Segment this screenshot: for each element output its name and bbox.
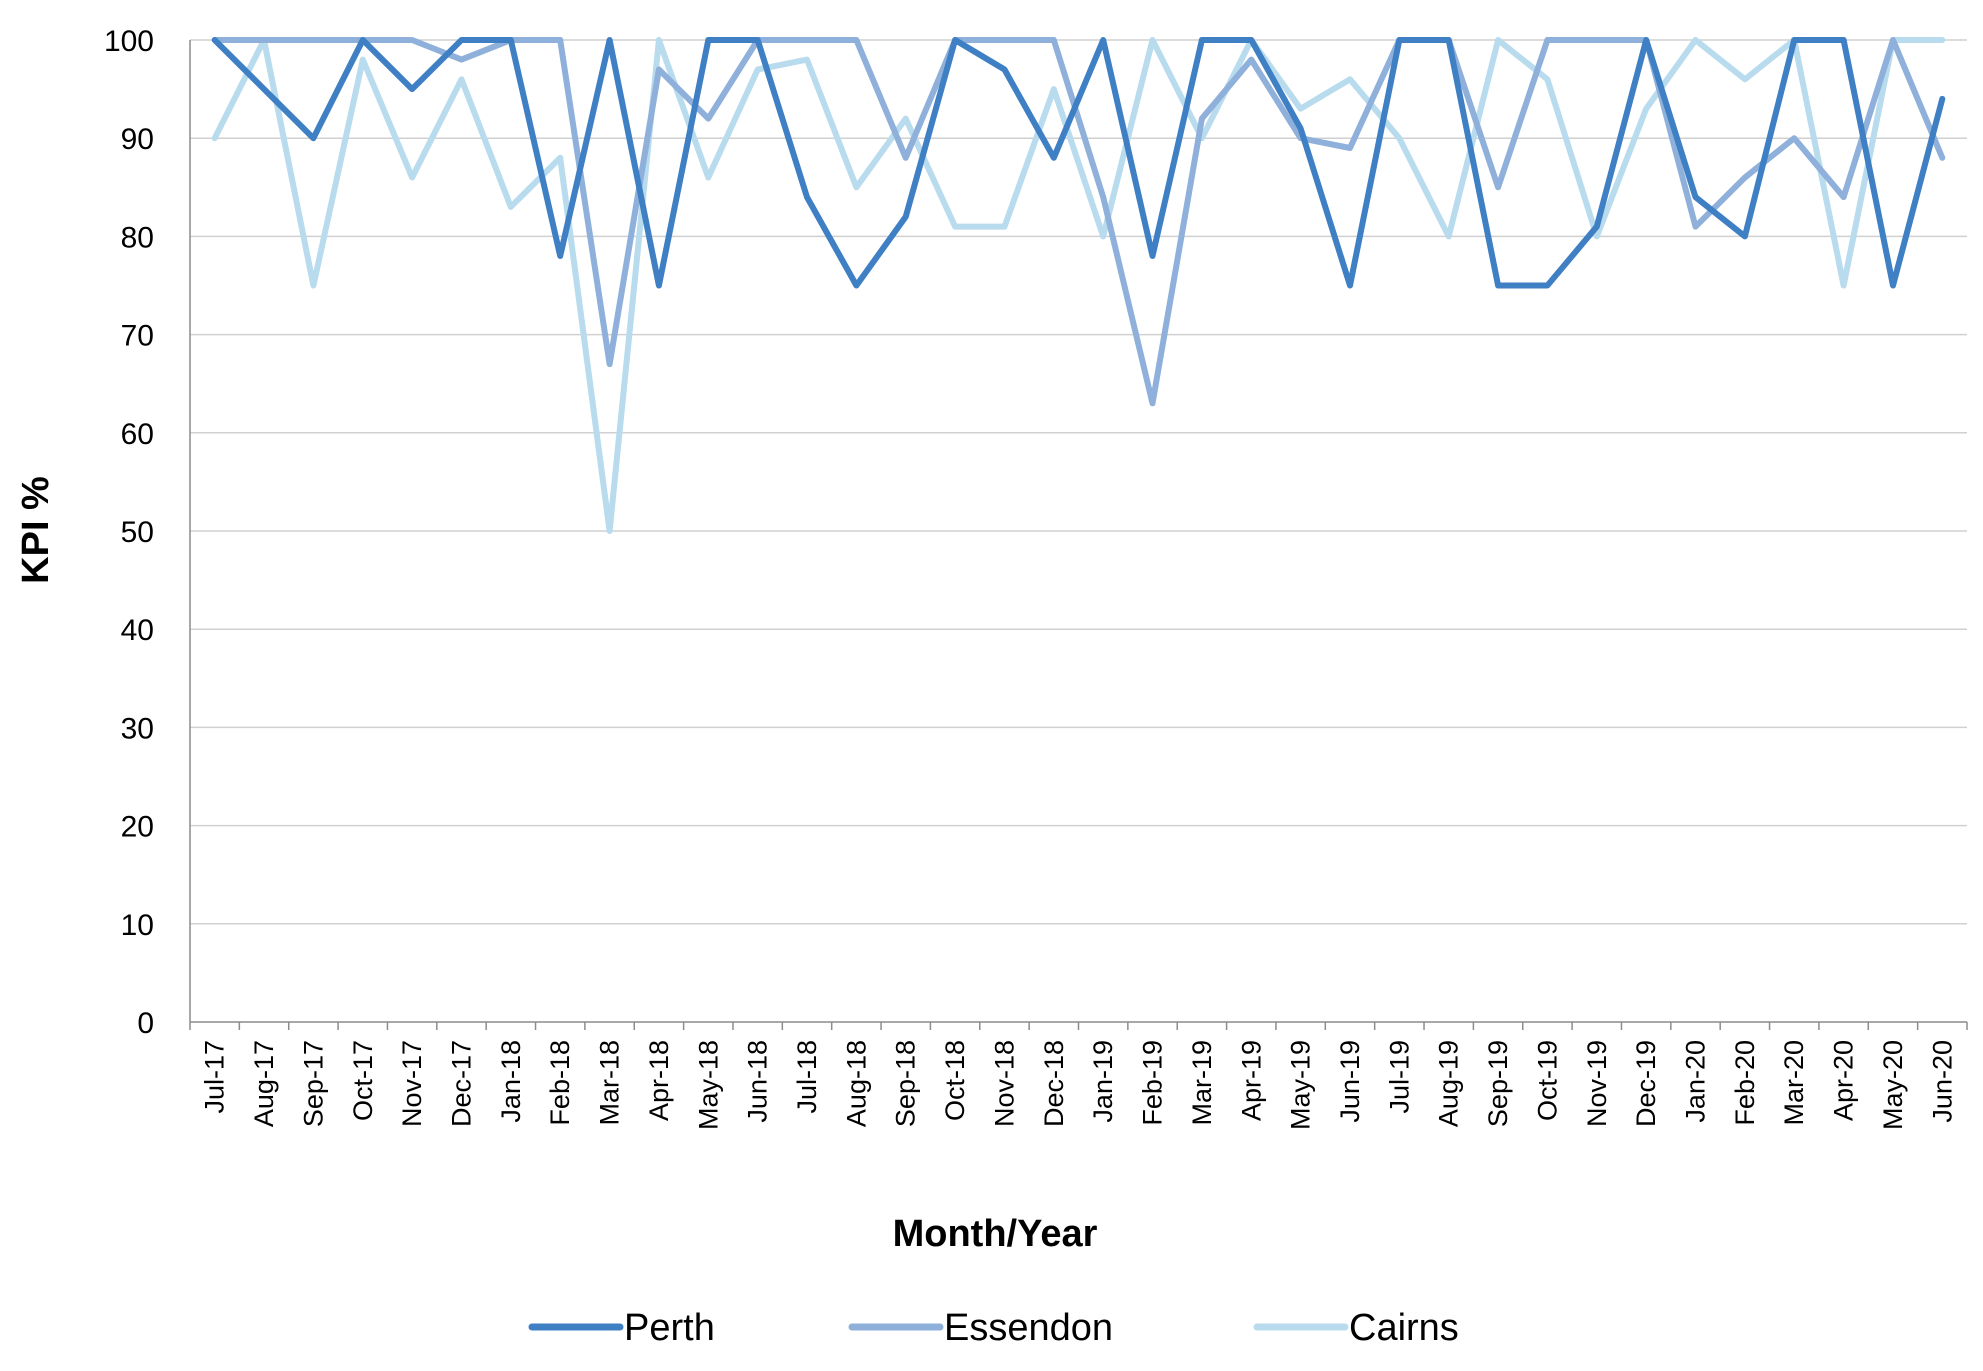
x-tick-label: Aug-18 [841,1040,871,1127]
x-tick-label: Nov-17 [397,1040,427,1127]
legend-item-cairns: Cairns [1253,1307,1459,1349]
legend-label: Perth [624,1307,715,1349]
x-tick-label: Feb-19 [1138,1040,1168,1126]
x-tick-label: Nov-18 [989,1040,1019,1127]
x-tick-label: Jun-18 [743,1040,773,1123]
x-tick-label: Oct-19 [1532,1040,1562,1121]
y-tick-label: 80 [121,221,154,254]
x-tick-label: Nov-19 [1582,1040,1612,1127]
y-axis-title: KPI % [15,476,57,584]
series-line-perth [211,37,1946,289]
x-tick-label: Sep-18 [891,1040,921,1127]
x-tick-label: Jul-19 [1384,1040,1414,1114]
legend-label: Essendon [944,1307,1113,1349]
y-tick-label: 70 [121,320,154,353]
x-tick-label: Apr-18 [644,1040,674,1121]
x-tick-label: Jan-18 [496,1040,526,1123]
legend-item-perth: Perth [528,1307,715,1349]
x-tick-label: Feb-20 [1730,1040,1760,1126]
y-tick-label: 90 [121,123,154,156]
x-tick-label: May-19 [1286,1040,1316,1130]
series-line-cairns [211,37,1946,534]
series-lines [211,37,1946,534]
y-tick-label: 60 [121,418,154,451]
y-tick-label: 50 [121,516,154,549]
x-tick-label: Dec-17 [446,1040,476,1127]
gridlines [190,39,1967,925]
x-tick-label: May-20 [1878,1040,1908,1130]
x-tick-label: Mar-18 [595,1040,625,1126]
y-tick-label: 10 [121,909,154,942]
x-axis-title: Month/Year [893,1213,1098,1255]
x-tick-label: Mar-20 [1779,1040,1809,1126]
x-tick-label: May-18 [693,1040,723,1130]
x-tick-label: Oct-17 [348,1040,378,1121]
y-tick-label: 20 [121,811,154,844]
x-tick-label: Sep-17 [298,1040,328,1127]
legend-item-essendon: Essendon [848,1307,1113,1349]
x-tick-label: Dec-18 [1039,1040,1069,1127]
legend: Perth Essendon Cairns [528,1307,1459,1349]
x-tick-label: Oct-18 [940,1040,970,1121]
x-tick-label: Dec-19 [1631,1040,1661,1127]
y-tick-label: 30 [121,712,154,745]
x-tick-label: Jan-19 [1088,1040,1118,1123]
x-tick-label: Jul-17 [200,1040,230,1114]
x-tick-label: Feb-18 [545,1040,575,1126]
x-tick-label: Sep-19 [1483,1040,1513,1127]
x-tick-label: Aug-19 [1434,1040,1464,1127]
y-tick-label: 100 [104,25,154,58]
x-tick-label: Jan-20 [1681,1040,1711,1123]
x-tick-label: Jun-19 [1335,1040,1365,1123]
y-tick-label: 0 [137,1007,154,1040]
legend-label: Cairns [1349,1307,1459,1349]
y-tick-label: 40 [121,614,154,647]
x-tick-label: Aug-17 [249,1040,279,1127]
x-tick-label: Jun-20 [1927,1040,1957,1123]
x-tick-label: Apr-19 [1236,1040,1266,1121]
x-tick-label: Jul-18 [792,1040,822,1114]
x-tick-label: Apr-20 [1829,1040,1859,1121]
y-axis: 0 10 20 30 40 50 60 70 80 90 100 [104,25,191,1040]
x-axis: Jul-17 Aug-17 Sep-17 Oct-17 Nov-17 Dec-17 Jan-… [189,1021,1968,1130]
x-tick-label: Mar-19 [1187,1040,1217,1126]
